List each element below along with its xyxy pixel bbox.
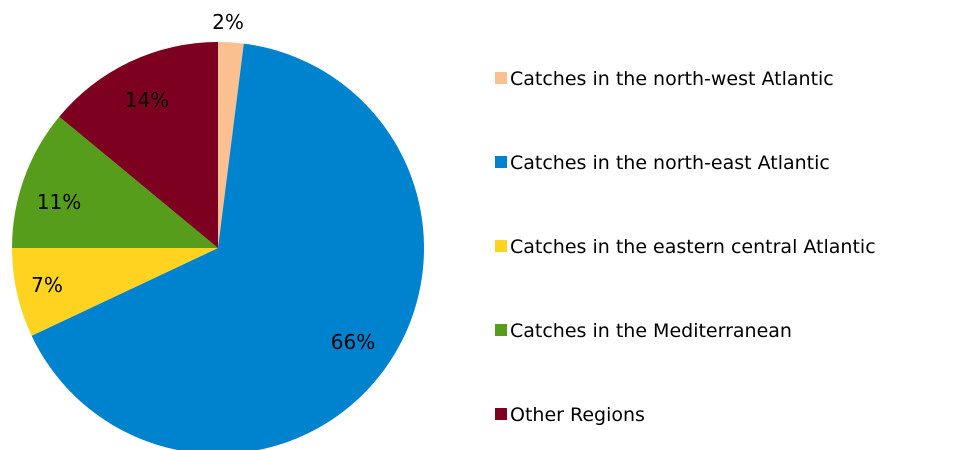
- slice-data-label: 66%: [331, 330, 375, 354]
- legend-label: Catches in the north-east Atlantic: [510, 152, 830, 174]
- pie-slices: [11, 41, 424, 450]
- legend-swatch: [495, 324, 507, 336]
- slice-data-label: 14%: [125, 88, 169, 112]
- legend-item: Catches in the north-east Atlantic: [495, 152, 830, 174]
- legend-item: Other Regions: [495, 404, 645, 426]
- legend-label: Other Regions: [510, 404, 645, 426]
- pie-slice: [12, 248, 218, 336]
- pie-slice: [31, 43, 424, 450]
- legend-label: Catches in the north-west Atlantic: [510, 68, 834, 90]
- chart-legend: Catches in the north-west Atlantic Catche…: [495, 68, 876, 426]
- pie-slice: [218, 41, 244, 248]
- pie-data-labels: 2% 66% 7% 11% 14%: [31, 10, 375, 354]
- legend-swatch: [495, 408, 507, 420]
- legend-item: Catches in the eastern central Atlantic: [495, 236, 876, 258]
- legend-label: Catches in the Mediterranean: [510, 320, 792, 342]
- slice-data-label: 2%: [212, 10, 244, 34]
- legend-item: Catches in the Mediterranean: [495, 320, 792, 342]
- pie-slice: [59, 42, 218, 248]
- legend-item: Catches in the north-west Atlantic: [495, 68, 834, 90]
- slice-data-label: 7%: [31, 273, 63, 297]
- legend-swatch: [495, 156, 507, 168]
- pie-slice: [11, 116, 218, 248]
- legend-label: Catches in the eastern central Atlantic: [510, 236, 876, 258]
- slice-data-label: 11%: [37, 190, 81, 214]
- legend-swatch: [495, 240, 507, 252]
- legend-swatch: [495, 72, 507, 84]
